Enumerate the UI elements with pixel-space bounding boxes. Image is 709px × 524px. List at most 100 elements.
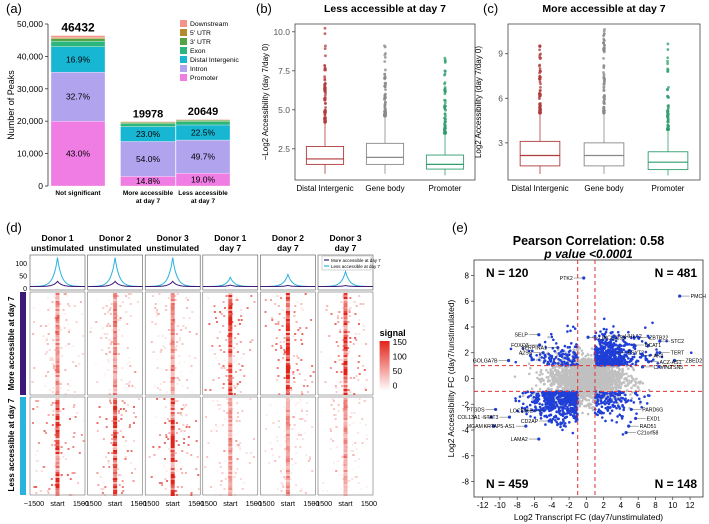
heatmap-cell bbox=[265, 414, 268, 416]
heatmap-center bbox=[113, 432, 118, 434]
heatmap-center bbox=[55, 355, 60, 357]
heatmap-center bbox=[285, 436, 290, 438]
bar-segment-promoter bbox=[50, 121, 106, 187]
point-grey bbox=[606, 370, 609, 373]
heatmap-cell bbox=[35, 492, 38, 494]
heatmap-cell bbox=[216, 470, 219, 472]
point-grey bbox=[582, 379, 586, 383]
heatmap-cell bbox=[175, 432, 178, 434]
heatmap-center bbox=[170, 422, 175, 424]
heatmap-cell bbox=[137, 398, 140, 400]
heatmap-center bbox=[285, 488, 290, 490]
point-grey bbox=[535, 371, 538, 374]
heatmap-center bbox=[55, 454, 60, 456]
heatmap-center bbox=[285, 446, 290, 448]
point-grey bbox=[601, 368, 605, 372]
heatmap-cell bbox=[151, 321, 154, 323]
heatmap-cell bbox=[112, 464, 115, 466]
heatmap-cell bbox=[127, 297, 130, 299]
point-grey bbox=[622, 381, 626, 384]
heatmap-cell bbox=[333, 420, 335, 422]
heatmap-cell bbox=[188, 331, 191, 333]
legend-swatch bbox=[180, 29, 187, 36]
heatmap-cell bbox=[184, 327, 187, 329]
heatmap-center bbox=[170, 476, 175, 478]
heatmap-center bbox=[170, 317, 175, 319]
heatmap-cell bbox=[299, 398, 302, 400]
heatmap-cell bbox=[207, 442, 210, 444]
point-grey bbox=[579, 376, 583, 380]
heatmap-cell bbox=[68, 329, 71, 331]
point-significant bbox=[633, 352, 636, 356]
heatmap-cell bbox=[129, 303, 132, 305]
heatmap-cell bbox=[63, 293, 66, 295]
heatmap-center bbox=[113, 428, 118, 430]
point-grey bbox=[626, 367, 630, 371]
heatmap-center bbox=[228, 323, 233, 325]
heatmap-cell bbox=[342, 345, 345, 347]
heatmap-cell bbox=[169, 416, 172, 418]
heatmap-center bbox=[343, 460, 348, 462]
heatmap-center bbox=[285, 410, 290, 412]
heatmap-cell bbox=[236, 416, 239, 418]
outlier-point bbox=[539, 86, 542, 89]
heatmap-cell bbox=[335, 470, 338, 472]
heatmap-cell bbox=[177, 412, 180, 414]
heatmap-cell bbox=[234, 325, 237, 327]
heatmap-cell bbox=[64, 369, 67, 371]
heatmap-cell bbox=[78, 363, 81, 365]
heatmap-center bbox=[343, 424, 348, 426]
x-tick-label: 1500 bbox=[188, 499, 204, 508]
point-significant bbox=[612, 353, 615, 357]
heatmap-center bbox=[343, 448, 348, 450]
heatmap-cell bbox=[185, 297, 188, 299]
heatmap-cell bbox=[358, 295, 361, 297]
heatmap-cell bbox=[48, 349, 51, 351]
heatmap-center bbox=[285, 448, 290, 450]
heatmap-center bbox=[343, 412, 348, 414]
legend-swatch bbox=[180, 65, 187, 72]
heatmap-cell bbox=[224, 418, 227, 420]
heatmap-center bbox=[343, 482, 348, 484]
heatmap-cell bbox=[350, 450, 353, 452]
heatmap-center bbox=[285, 466, 290, 468]
outlier-point bbox=[443, 103, 447, 107]
heatmap-cell bbox=[131, 385, 134, 387]
point-significant bbox=[618, 352, 622, 356]
heatmap-cell bbox=[108, 339, 111, 341]
heatmap-center bbox=[113, 472, 118, 474]
heatmap-cell bbox=[117, 353, 120, 355]
heatmap-cell bbox=[287, 406, 290, 408]
heatmap-center bbox=[343, 466, 348, 468]
point-significant bbox=[627, 330, 630, 334]
heatmap-center bbox=[343, 488, 348, 490]
point-significant bbox=[547, 356, 551, 360]
heatmap-cell bbox=[226, 398, 229, 400]
heatmap-cell bbox=[226, 369, 229, 371]
heatmap-cell bbox=[286, 452, 289, 454]
heatmap-center bbox=[343, 406, 348, 408]
bar-segment-3-utr bbox=[175, 120, 231, 122]
heatmap-cell bbox=[300, 391, 303, 393]
heatmap-cell bbox=[185, 426, 188, 428]
heatmap-center bbox=[170, 490, 175, 492]
heatmap-cell bbox=[176, 293, 179, 295]
outlier-point bbox=[666, 62, 669, 66]
outliers bbox=[443, 56, 447, 135]
heatmap-cell bbox=[337, 345, 340, 347]
heatmap-cell bbox=[357, 367, 360, 369]
heatmap-cell bbox=[66, 323, 69, 325]
heatmap-center bbox=[113, 367, 118, 369]
heatmap-center bbox=[55, 335, 60, 337]
heatmap-center bbox=[113, 476, 118, 478]
outlier-point bbox=[323, 118, 327, 121]
heatmap-cell bbox=[152, 295, 155, 297]
point-grey bbox=[584, 365, 587, 369]
heatmap-cell bbox=[168, 420, 171, 422]
point-significant bbox=[557, 362, 560, 365]
point-significant bbox=[629, 359, 633, 363]
heatmap-center bbox=[170, 460, 175, 462]
point-grey bbox=[581, 411, 584, 415]
heatmap-center bbox=[55, 412, 60, 414]
point-significant bbox=[598, 334, 601, 338]
